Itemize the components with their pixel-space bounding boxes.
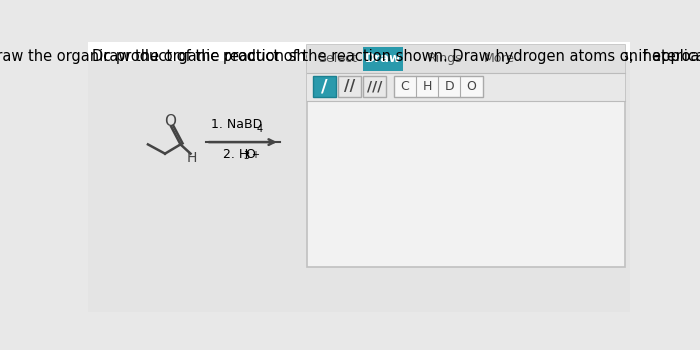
Text: C: C bbox=[400, 80, 409, 93]
Bar bbox=[393, 76, 483, 97]
Bar bbox=[88, 42, 630, 61]
Text: O: O bbox=[245, 148, 255, 161]
Text: Draw: Draw bbox=[365, 52, 401, 65]
Text: 2. H: 2. H bbox=[223, 148, 248, 161]
Bar bbox=[363, 76, 386, 97]
Text: ///: /// bbox=[367, 80, 382, 94]
Text: D: D bbox=[444, 80, 454, 93]
Bar bbox=[307, 45, 624, 267]
Text: 4: 4 bbox=[257, 124, 263, 134]
Text: +: + bbox=[251, 150, 259, 160]
Bar bbox=[363, 47, 403, 71]
Text: O: O bbox=[164, 114, 176, 129]
Text: More: More bbox=[484, 52, 514, 65]
Bar bbox=[307, 73, 624, 100]
Text: H: H bbox=[422, 80, 432, 93]
Text: 1. NaBD: 1. NaBD bbox=[211, 118, 262, 131]
Text: Select: Select bbox=[318, 52, 357, 65]
Bar bbox=[307, 45, 624, 73]
Bar bbox=[338, 76, 361, 97]
Text: H: H bbox=[186, 151, 197, 165]
Text: /: / bbox=[321, 78, 328, 96]
Bar bbox=[313, 76, 336, 97]
Text: Draw the organic product of the reaction shown. Draw hydrogen atoms on heteroato: Draw the organic product of the reaction… bbox=[92, 49, 700, 64]
Text: 3: 3 bbox=[243, 150, 249, 161]
Text: //: // bbox=[344, 79, 355, 94]
Text: Draw the organic product of the reaction shown. Draw hydrogen atoms on heteroato: Draw the organic product of the reaction… bbox=[0, 49, 700, 64]
Text: Rings: Rings bbox=[428, 52, 462, 65]
Text: O: O bbox=[467, 80, 477, 93]
